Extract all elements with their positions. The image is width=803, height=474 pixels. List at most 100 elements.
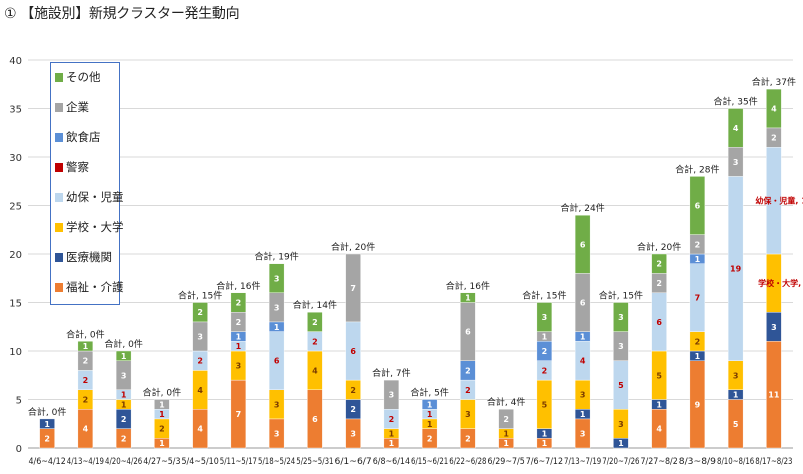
data-label: 2 <box>389 415 395 424</box>
legend-swatch <box>55 162 63 172</box>
total-label: 合計, 35件 <box>714 96 758 108</box>
data-label: 2 <box>427 434 433 443</box>
legend-item: 医療機関 <box>55 249 112 265</box>
bar-segment <box>689 176 706 235</box>
data-label: 9 <box>695 400 701 409</box>
data-label: 1 <box>121 400 127 409</box>
y-tick-label: 20 <box>9 250 22 261</box>
bar-segment <box>115 350 132 361</box>
data-label: 2 <box>656 279 662 288</box>
data-label: 6 <box>580 299 586 308</box>
legend-label: 医療機関 <box>66 250 112 264</box>
legend-item: 飲食店 <box>55 129 101 145</box>
data-label: 4 <box>580 357 586 366</box>
bar-segment <box>727 108 744 148</box>
total-label: 合計, 16件 <box>216 280 260 292</box>
data-label: 1 <box>389 429 395 438</box>
data-label: 3 <box>618 313 624 322</box>
data-label: 2 <box>83 376 89 385</box>
x-tick-label: 5/4~5/10 <box>182 457 219 467</box>
total-label: 合計, 37件 <box>752 76 796 88</box>
data-label: 5 <box>618 381 624 390</box>
bar-segment <box>77 341 94 352</box>
data-label: 1 <box>427 410 433 419</box>
bar-segment <box>307 312 323 332</box>
data-label: 3 <box>542 313 548 322</box>
data-label: 2 <box>695 240 701 249</box>
data-label: 2 <box>44 434 50 443</box>
legend-swatch <box>55 282 63 292</box>
total-label: 合計, 28件 <box>675 163 719 175</box>
data-label: 6 <box>580 240 586 249</box>
data-label: 7 <box>350 284 356 293</box>
data-label: 6 <box>274 357 280 366</box>
data-label: 6 <box>350 347 356 356</box>
legend-item: その他 <box>55 69 101 85</box>
bar-segment <box>154 399 170 410</box>
bar-segment <box>230 292 247 313</box>
x-tick-label: 8/3~8/9 <box>679 457 716 467</box>
bar-segment <box>460 292 476 303</box>
x-tick-label: 7/13~7/19 <box>564 457 601 467</box>
total-label: 合計, 7件 <box>372 367 410 379</box>
data-label: 4 <box>733 124 739 133</box>
x-tick-label: 4/20~4/26 <box>105 457 142 467</box>
data-label: 6 <box>656 318 662 327</box>
data-label: 6 <box>465 328 471 337</box>
x-tick-label: 4/13~4/19 <box>67 457 104 467</box>
data-label: 2 <box>465 366 471 375</box>
data-label: 4 <box>656 425 662 434</box>
data-label: 1 <box>580 410 586 419</box>
data-label: 1 <box>389 439 395 448</box>
legend: その他 企業 飲食店 警察 幼保・児童 学校・大学 医療機関 福祉・介護 <box>50 62 124 305</box>
data-label: 1 <box>236 342 242 351</box>
data-label: 1 <box>159 439 165 448</box>
x-tick-label: 4/6~4/12 <box>29 457 66 467</box>
legend-label: 飲食店 <box>66 130 101 144</box>
x-tick-label: 7/27~8/2 <box>641 457 678 467</box>
chart-title: ① 【施設別】新規クラスター発生動向 <box>4 6 240 22</box>
legend-swatch <box>55 252 63 262</box>
bar-segment <box>421 399 438 410</box>
legend-swatch <box>55 192 63 202</box>
data-label: 2 <box>121 434 127 443</box>
legend-label: その他 <box>66 70 101 84</box>
data-label: 1 <box>159 400 165 409</box>
data-label: 1 <box>427 400 433 409</box>
data-label: 2 <box>771 134 777 143</box>
total-label: 合計, 24件 <box>561 202 605 214</box>
x-tick-label: 6/8~6/14 <box>373 457 410 467</box>
data-label: 5 <box>733 420 739 429</box>
data-label: 1 <box>121 391 127 400</box>
total-label: 合計, 19件 <box>255 251 299 263</box>
data-label: 3 <box>618 342 624 351</box>
data-label: 幼保・児童, 11 <box>755 196 803 206</box>
data-label: 3 <box>236 362 242 371</box>
data-label: 3 <box>274 400 280 409</box>
data-label: 2 <box>542 347 548 356</box>
data-label: 1 <box>427 420 433 429</box>
x-tick-label: 7/20~7/26 <box>602 457 639 467</box>
x-tick-label: 6/15~6/21 <box>411 457 448 467</box>
data-label: 1 <box>656 400 662 409</box>
total-label: 合計, 0件 <box>104 338 142 350</box>
total-label: 合計, 0件 <box>66 328 104 340</box>
data-label: 2 <box>542 366 548 375</box>
data-label: 6 <box>312 415 318 424</box>
data-label: 2 <box>197 308 203 317</box>
data-label: 6 <box>695 202 701 211</box>
data-label: 3 <box>733 158 739 167</box>
data-label: 2 <box>121 415 127 424</box>
data-label: 3 <box>350 429 356 438</box>
y-tick-label: 5 <box>16 396 22 407</box>
legend-label: 企業 <box>66 100 89 114</box>
legend-label: 幼保・児童 <box>66 190 124 204</box>
data-label: 1 <box>159 410 165 419</box>
data-label: 1 <box>503 439 509 448</box>
bar-segment <box>613 302 629 332</box>
y-tick-label: 30 <box>9 153 22 164</box>
x-tick-label: 6/29~7/5 <box>488 457 525 467</box>
data-label: 1 <box>83 342 89 351</box>
data-label: 2 <box>350 386 356 395</box>
